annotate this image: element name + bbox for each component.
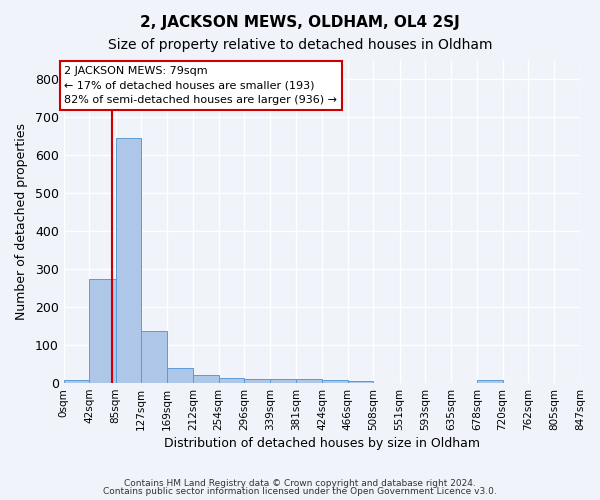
Bar	[218, 378, 244, 383]
Bar	[89, 278, 116, 383]
Bar	[141, 331, 167, 383]
Bar	[244, 380, 271, 383]
Bar	[477, 380, 503, 383]
Bar	[64, 380, 89, 383]
Y-axis label: Number of detached properties: Number of detached properties	[15, 123, 28, 320]
Text: 2 JACKSON MEWS: 79sqm
← 17% of detached houses are smaller (193)
82% of semi-det: 2 JACKSON MEWS: 79sqm ← 17% of detached …	[64, 66, 337, 106]
Bar	[271, 380, 296, 383]
Text: Size of property relative to detached houses in Oldham: Size of property relative to detached ho…	[108, 38, 492, 52]
Bar	[116, 138, 141, 383]
Text: 2, JACKSON MEWS, OLDHAM, OL4 2SJ: 2, JACKSON MEWS, OLDHAM, OL4 2SJ	[140, 15, 460, 30]
Bar	[193, 376, 218, 383]
X-axis label: Distribution of detached houses by size in Oldham: Distribution of detached houses by size …	[164, 437, 480, 450]
Text: Contains HM Land Registry data © Crown copyright and database right 2024.: Contains HM Land Registry data © Crown c…	[124, 478, 476, 488]
Bar	[322, 380, 348, 383]
Bar	[348, 381, 373, 383]
Bar	[296, 380, 322, 383]
Text: Contains public sector information licensed under the Open Government Licence v3: Contains public sector information licen…	[103, 487, 497, 496]
Bar	[167, 368, 193, 383]
